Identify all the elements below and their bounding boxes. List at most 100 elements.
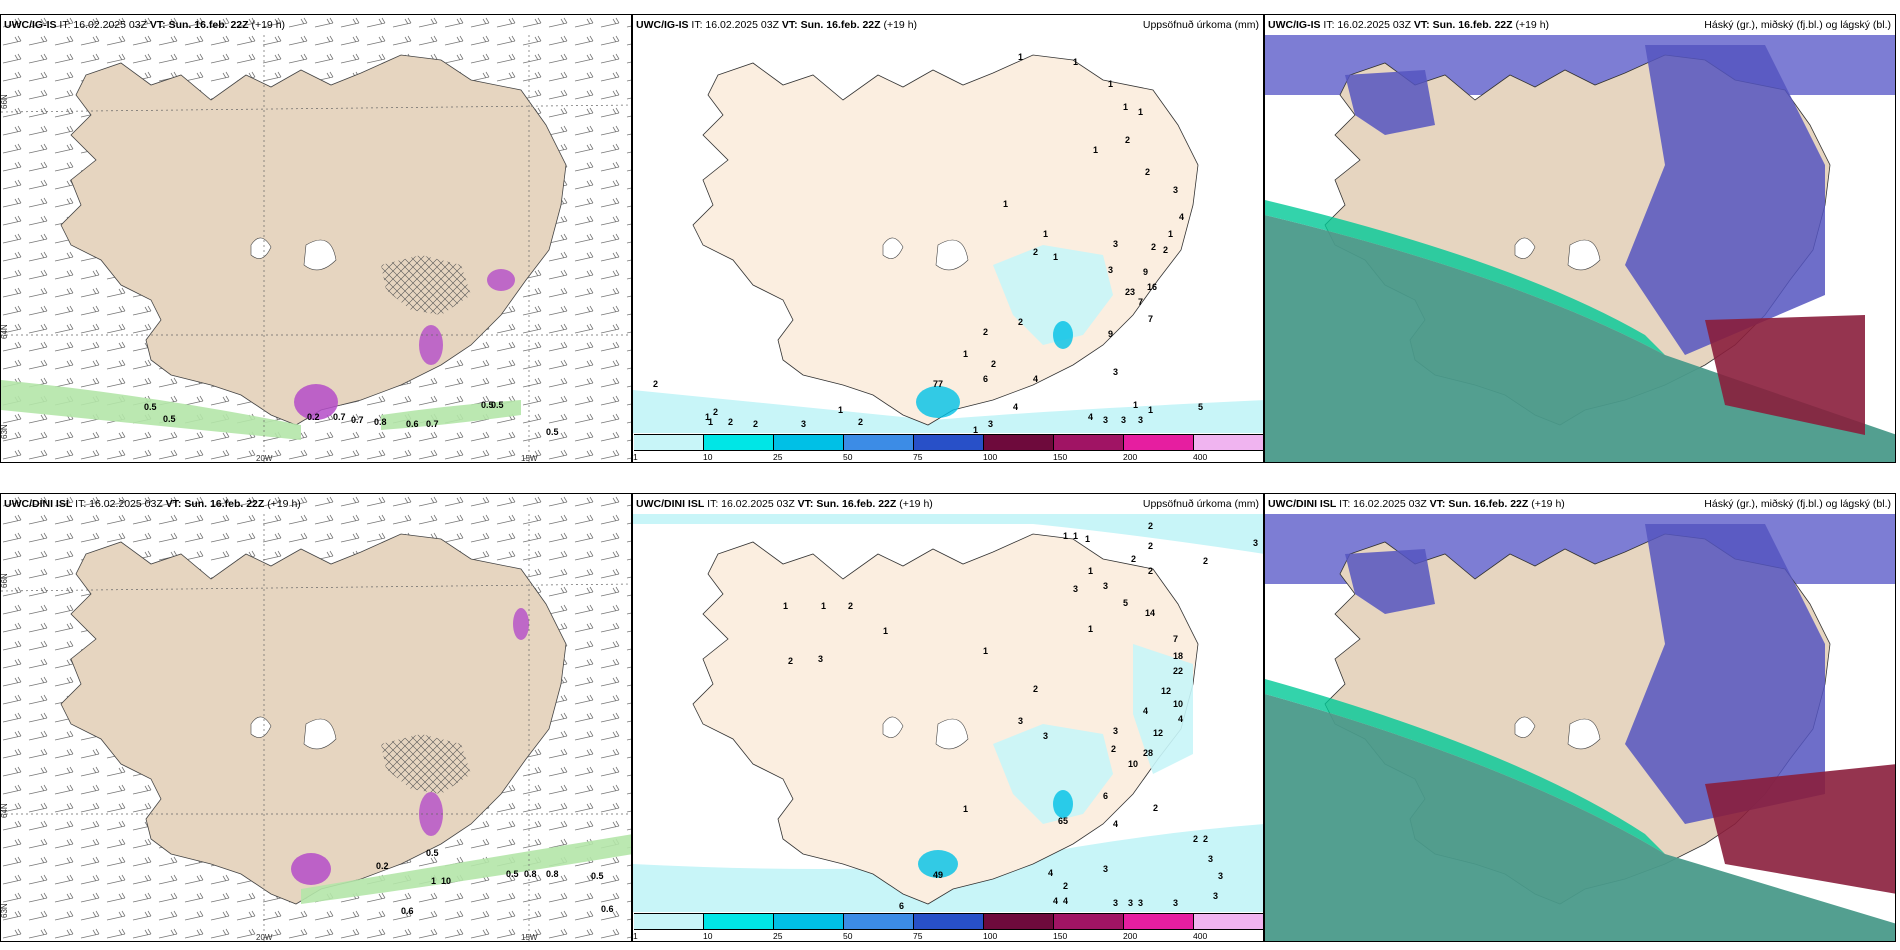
axis-label: 66N (1, 94, 9, 109)
precip-value: 1 (973, 425, 978, 435)
valid-time: Sun. 16.feb. 22Z (1432, 19, 1513, 31)
wind-value: 0.5 (546, 427, 559, 437)
panel-header: UWC/DINI ISL IT: 16.02.2025 03Z VT: Sun.… (4, 498, 627, 510)
panel-clouds-bottom: UWC/DINI ISL IT: 16.02.2025 03Z VT: Sun.… (1264, 493, 1896, 942)
green-precip (301, 834, 631, 904)
glacier-2 (935, 718, 969, 750)
precip-value: 2 (1131, 554, 1136, 564)
precip-value: 4 (1033, 374, 1038, 384)
precip-value: 1 (1168, 229, 1173, 239)
axis-label: 64N (1, 803, 9, 818)
colorbar-swatch: 25 (773, 434, 844, 462)
precip-value: 4 (1143, 706, 1148, 716)
panel-wind-top: UWC/IG-IS IT: 16.02.2025 03Z VT: Sun. 16… (0, 14, 632, 463)
colorbar-tick: 10 (703, 931, 713, 941)
colorbar-tick: 150 (1053, 931, 1068, 941)
colorbar-swatch: 200 (1123, 913, 1194, 941)
precip-blob (513, 608, 529, 640)
valid-time: Sun. 16.feb. 22Z (800, 19, 881, 31)
precip-value: 3 (1173, 185, 1178, 195)
precip-value: 2 (1151, 242, 1156, 252)
wine-band (1705, 764, 1895, 894)
panel-precip-top: UWC/IG-IS IT: 16.02.2025 03Z VT: Sun. 16… (632, 14, 1264, 463)
wind-value: 0.8 (546, 869, 559, 879)
colorbar-tick: 400 (1193, 931, 1208, 941)
colorbar-swatch: 100 (983, 434, 1054, 462)
precip-value: 1 (1085, 534, 1090, 544)
lead-time: (+19 h) (267, 498, 301, 510)
precip-blob (419, 325, 443, 365)
panel-header: UWC/IG-IS IT: 16.02.2025 03Z VT: Sun. 16… (4, 19, 627, 31)
precip-value: 1 (838, 405, 843, 415)
precip-blob (291, 853, 331, 885)
precip-value: 3 (1173, 898, 1178, 908)
precip-core (916, 386, 960, 418)
precip-value: 1 (1123, 102, 1128, 112)
low-cloud-edge (1265, 679, 1665, 854)
precip-value: 1 (1148, 405, 1153, 415)
precip-value: 1 (963, 349, 968, 359)
wind-value: 0.5 (591, 871, 604, 881)
precip-value: 2 (1148, 541, 1153, 551)
precip-value: 1 (1063, 531, 1068, 541)
wind-value: 0.7 (333, 412, 346, 422)
colorbar-swatch: 50 (843, 913, 914, 941)
mid-cloud (1625, 45, 1825, 355)
precip-value: 3 (1073, 584, 1078, 594)
wind-value: 10 (441, 876, 451, 886)
precip-value: 1 (1073, 531, 1078, 541)
colorbar-tick: 50 (843, 452, 853, 462)
valid-time-label: VT: (1429, 498, 1446, 510)
precip-blob (294, 384, 338, 420)
glacier-2 (303, 718, 337, 750)
precip-value: 7 (1138, 297, 1143, 307)
model-name: UWC/DINI ISL (636, 498, 705, 510)
colorbar-tick: 400 (1193, 452, 1208, 462)
precip-map: 1 1 1 1 1 2 1 1 2 1 3 4 1 3 2 1 2 2 9 3 … (633, 52, 1263, 435)
axis-label: 15W (521, 454, 538, 463)
precip-map: 1 1 1 2 2 2 2 3 2 3 5 1 3 3 2 1 1 1 1 1 … (633, 514, 1263, 912)
precip-value: 3 (1121, 415, 1126, 425)
precip-value: 4 (1088, 412, 1093, 422)
panel-header: UWC/DINI ISL IT: 16.02.2025 03Z VT: Sun.… (636, 498, 1259, 510)
colorbar-swatch: 200 (1123, 434, 1194, 462)
precip-value: 3 (1138, 898, 1143, 908)
precip-value: 3 (1113, 898, 1118, 908)
axis-label: 63N (1, 424, 9, 439)
precip-value: 2 (753, 419, 758, 429)
init-time: IT: 16.02.2025 03Z (75, 498, 163, 510)
lead-time: (+19 h) (899, 498, 933, 510)
glacier-1 (882, 237, 904, 259)
lead-time: (+19 h) (883, 19, 918, 31)
colorbar-tick: 1 (633, 931, 638, 941)
precip-value: 3 (1103, 415, 1108, 425)
wind-value: 0.2 (307, 412, 320, 422)
precip-values: 1 1 1 2 2 2 2 3 2 3 5 1 3 3 2 1 1 1 1 1 … (783, 521, 1258, 911)
valid-time: Sun. 16.feb. 22Z (184, 498, 265, 510)
precip-area (993, 245, 1113, 345)
precip-core (1053, 321, 1073, 349)
precip-value: 4 (1053, 896, 1058, 906)
glacier-2 (935, 239, 969, 271)
glacier-1 (1514, 237, 1536, 259)
precip-value: 1 (821, 601, 826, 611)
glacier-2 (303, 239, 337, 271)
colorbar-tick: 100 (983, 452, 998, 462)
precip-value: 2 (728, 417, 733, 427)
precip-value: 3 (801, 419, 806, 429)
colorbar-tick: 150 (1053, 452, 1068, 462)
precip-value: 5 (1123, 598, 1128, 608)
valid-time-label: VT: (781, 19, 798, 31)
colorbar-swatch: 75 (913, 913, 984, 941)
axis-label: 15W (521, 933, 538, 942)
wind-value: 0.5 (426, 848, 439, 858)
colorbar-swatch: 10 (703, 913, 774, 941)
low-cloud-edge (1265, 200, 1665, 355)
precip-value: 3 (1113, 367, 1118, 377)
precip-value: 2 (1063, 881, 1068, 891)
precip-value: 1 (783, 601, 788, 611)
precip-value: 4 (1013, 402, 1018, 412)
precip-value: 3 (1213, 891, 1218, 901)
precip-value: 2 (1148, 566, 1153, 576)
precip-value: 2 (1203, 834, 1208, 844)
